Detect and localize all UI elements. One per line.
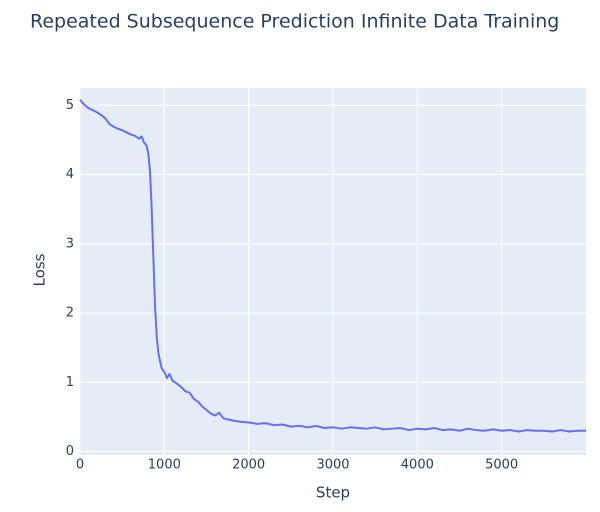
y-axis-label: Loss: [31, 253, 49, 286]
x-axis-label: Step: [316, 484, 350, 502]
y-tick-label: 5: [66, 98, 74, 113]
x-tick-label: 0: [76, 458, 84, 473]
y-tick-label: 1: [66, 375, 74, 390]
y-tick-label: 3: [66, 236, 74, 251]
x-tick-label: 1000: [148, 458, 181, 473]
x-tick-label: 3000: [316, 458, 349, 473]
x-tick-label: 2000: [232, 458, 265, 473]
chart-title: Repeated Subsequence Prediction Infinite…: [30, 11, 559, 33]
line: [79, 99, 586, 433]
y-tick-label: 0: [66, 444, 74, 459]
x-tick-label: 5000: [485, 458, 518, 473]
y-tick-label: 4: [66, 167, 74, 182]
x-tick-label: 4000: [401, 458, 434, 473]
y-tick-label: 2: [66, 306, 74, 321]
